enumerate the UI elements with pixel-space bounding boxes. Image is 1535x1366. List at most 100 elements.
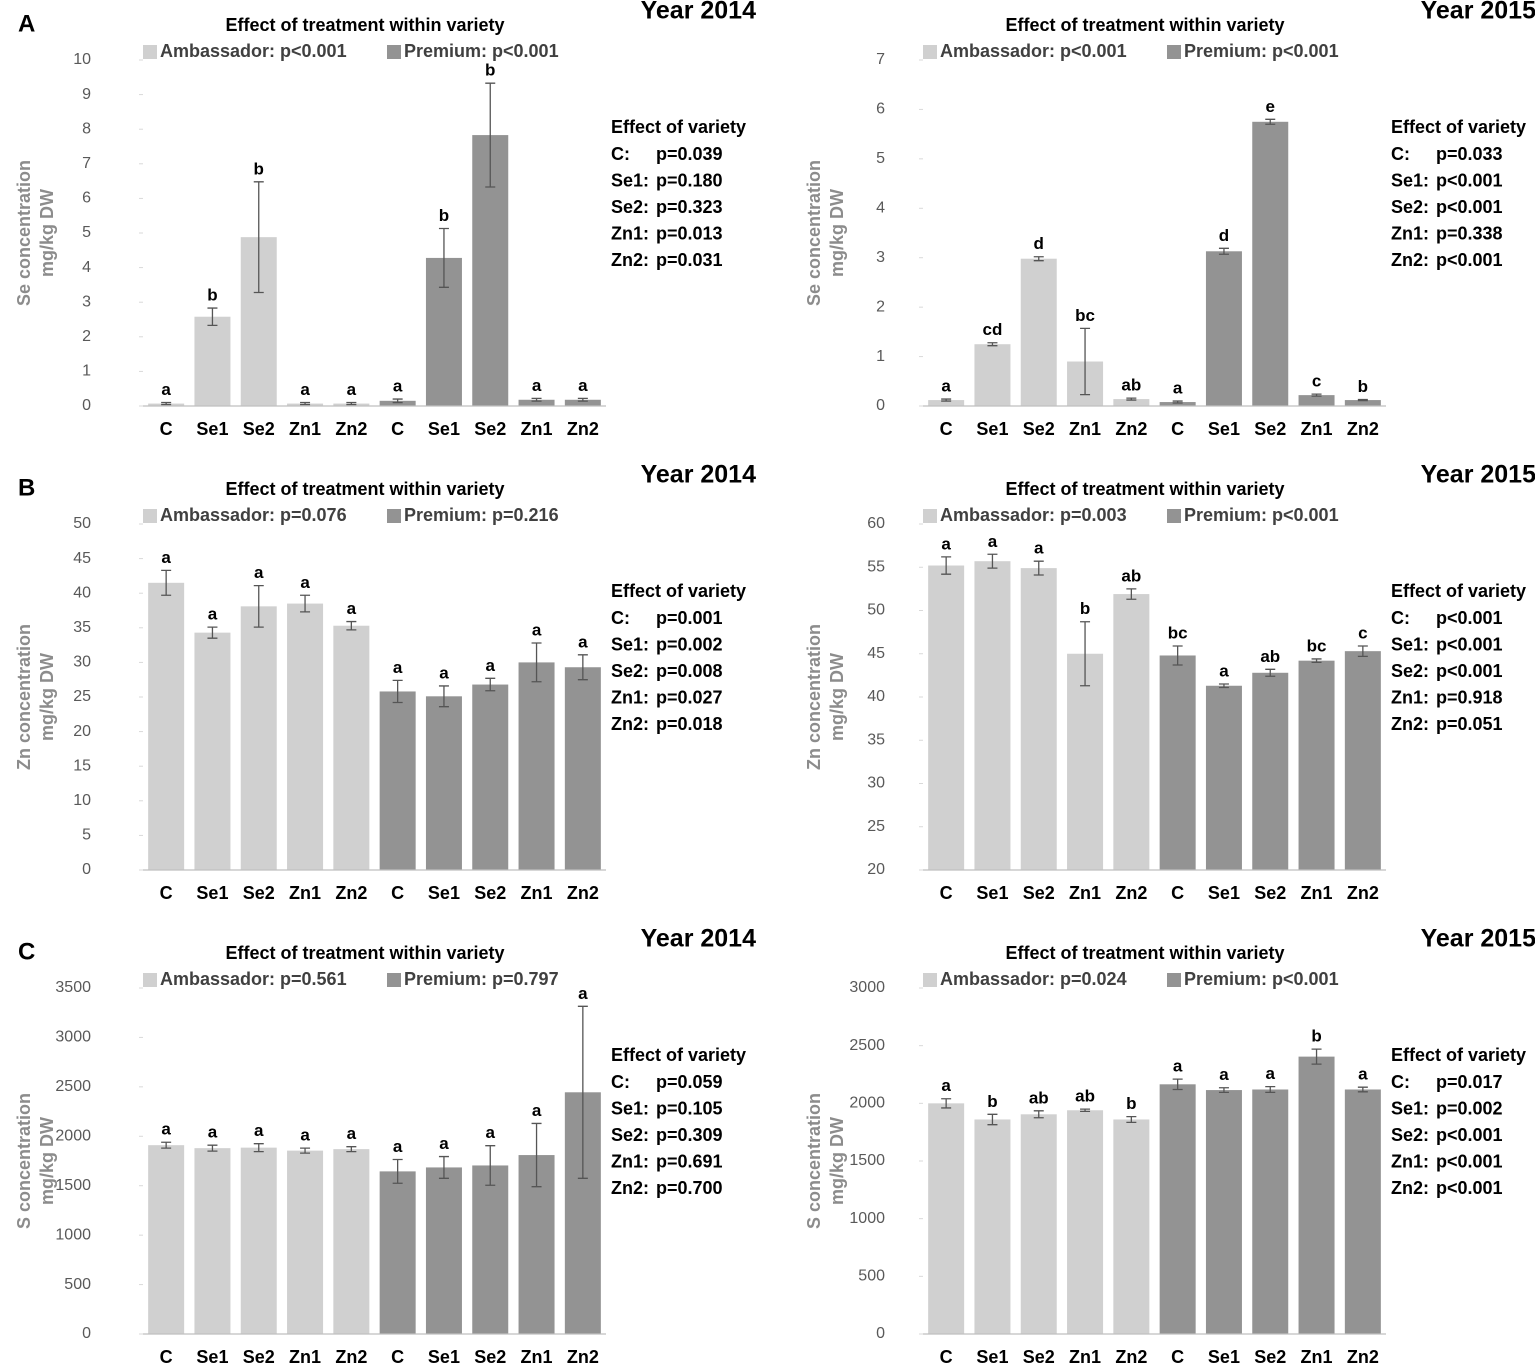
variety-effect-label: Zn1: <box>611 223 649 243</box>
variety-effect-label: Se2: <box>1391 1125 1429 1145</box>
variety-effect-label: C: <box>1391 1072 1410 1092</box>
y-axis-label: Zn concentration <box>804 624 824 770</box>
variety-effect-p: p=0.180 <box>656 170 723 190</box>
significance-letter: a <box>347 380 357 399</box>
error-bar <box>253 584 264 628</box>
legend-swatch <box>143 45 157 59</box>
y-tick-label: 6 <box>82 190 91 207</box>
significance-letter: b <box>485 61 495 80</box>
bar <box>518 662 555 870</box>
variety-effect-p: p=0.031 <box>656 250 723 270</box>
x-tick-label: C <box>940 883 953 903</box>
chart-title: Year 2015 <box>1421 461 1535 489</box>
variety-effect-label: Se1: <box>1391 1098 1429 1118</box>
significance-letter: a <box>300 1126 310 1145</box>
significance-letter: b <box>1311 1027 1321 1046</box>
y-tick-label: 35 <box>867 731 885 748</box>
panel-label: A <box>18 10 35 37</box>
error-bar <box>1172 400 1183 404</box>
error-bar <box>1265 668 1276 677</box>
x-tick-label: Zn2 <box>335 1347 367 1366</box>
x-tick-label: C <box>391 1347 404 1366</box>
legend-swatch <box>923 509 937 523</box>
error-bar <box>300 1147 311 1154</box>
significance-letter: e <box>1266 97 1275 116</box>
variety-effect-label: Se1: <box>611 634 649 654</box>
bar <box>1067 653 1104 870</box>
x-tick-label: Se2 <box>1023 883 1055 903</box>
legend-label: Premium: p<0.001 <box>1184 969 1339 989</box>
y-tick-label: 40 <box>867 688 885 705</box>
x-tick-label: Zn1 <box>289 419 321 439</box>
significance-letter: a <box>532 621 542 640</box>
x-tick-label: Zn1 <box>1069 883 1101 903</box>
x-tick-label: Zn1 <box>521 1347 553 1366</box>
x-tick-label: C <box>160 883 173 903</box>
bar <box>1344 1089 1381 1334</box>
x-tick-label: Se2 <box>243 1347 275 1366</box>
bar <box>194 1148 231 1334</box>
x-tick-label: C <box>1171 1347 1184 1366</box>
variety-effect-title: Effect of variety <box>1391 1045 1526 1065</box>
error-bar <box>1218 247 1229 255</box>
error-bar <box>346 1146 357 1153</box>
variety-effect-label: Zn2: <box>1391 250 1429 270</box>
variety-effect-p: p=0.309 <box>656 1125 723 1145</box>
bar <box>472 1165 509 1334</box>
error-bar <box>253 1143 264 1153</box>
y-tick-label: 0 <box>876 397 885 414</box>
bar <box>1205 251 1242 406</box>
bar <box>472 684 509 870</box>
chart-subtitle: Effect of treatment within variety <box>1005 479 1284 499</box>
y-tick-label: 0 <box>82 397 91 414</box>
error-bar <box>1311 393 1322 397</box>
y-axis-label: mg/kg DW <box>37 653 57 741</box>
legend-label: Premium: p<0.001 <box>404 41 559 61</box>
significance-letter: b <box>439 206 449 225</box>
error-bar <box>1033 560 1044 576</box>
significance-letter: a <box>300 573 310 592</box>
significance-letter: a <box>941 1076 951 1095</box>
bar <box>974 561 1011 870</box>
chart-subtitle: Effect of treatment within variety <box>225 943 504 963</box>
y-tick-label: 40 <box>73 584 91 601</box>
variety-effect-p: p=0.105 <box>656 1098 723 1118</box>
x-tick-label: Se2 <box>474 883 506 903</box>
variety-effect-label: C: <box>611 1072 630 1092</box>
y-tick-label: 3500 <box>55 979 91 996</box>
y-tick-label: 3000 <box>849 979 885 996</box>
error-bar <box>1126 588 1137 600</box>
error-bar <box>207 626 218 639</box>
significance-letter: a <box>300 380 310 399</box>
significance-letter: a <box>439 1134 449 1153</box>
variety-effect-p: p<0.001 <box>1436 661 1503 681</box>
significance-letter: a <box>393 658 403 677</box>
y-tick-label: 8 <box>82 120 91 137</box>
bar <box>564 667 601 870</box>
chart-title: Year 2014 <box>641 925 756 953</box>
significance-letter: a <box>1219 1065 1229 1084</box>
significance-letter: a <box>578 376 588 395</box>
chart-subtitle: Effect of treatment within variety <box>1005 15 1284 35</box>
legend-label: Premium: p<0.001 <box>1184 41 1339 61</box>
legend-label: Premium: p=0.216 <box>404 505 559 525</box>
variety-effect-label: Se2: <box>1391 661 1429 681</box>
bar <box>1344 651 1381 870</box>
legend-swatch <box>923 973 937 987</box>
x-tick-label: Se1 <box>428 419 460 439</box>
x-tick-label: Se2 <box>1254 419 1286 439</box>
variety-effect-p: p<0.001 <box>1436 197 1503 217</box>
panel-label: B <box>18 474 35 501</box>
x-tick-label: Zn2 <box>335 883 367 903</box>
error-bar <box>346 401 357 406</box>
legend-label: Ambassador: p=0.076 <box>160 505 347 525</box>
y-axis-label: mg/kg DW <box>827 653 847 741</box>
significance-letter: a <box>1358 1065 1368 1084</box>
error-bar <box>1126 397 1137 401</box>
y-axis-label: Se concentration <box>804 160 824 306</box>
variety-effect-p: p=0.033 <box>1436 144 1503 164</box>
significance-letter: ab <box>1075 1087 1095 1106</box>
variety-effect-label: Se2: <box>1391 197 1429 217</box>
variety-effect-p: p<0.001 <box>1436 250 1503 270</box>
chart-title: Year 2014 <box>641 0 756 25</box>
